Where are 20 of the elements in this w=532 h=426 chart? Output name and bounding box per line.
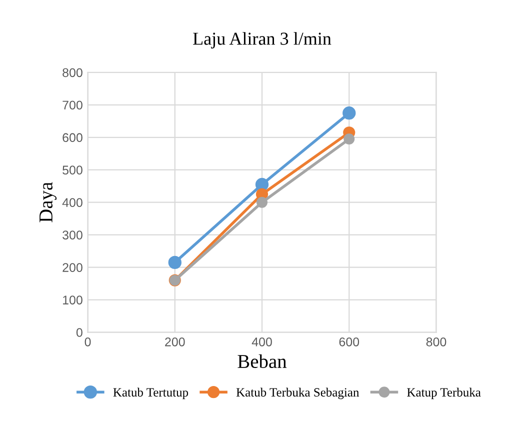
y-tick-label: 200 — [62, 263, 82, 272]
x-axis-title: Beban — [238, 354, 287, 368]
y-tick-label: 100 — [63, 296, 82, 304]
x-tick-label: 600 — [339, 337, 360, 346]
y-tick-label: 400 — [62, 198, 82, 207]
legend-label: Katup Terbuka — [407, 388, 481, 400]
x-tick-label: 800 — [426, 337, 446, 346]
y-axis-title: Daya — [40, 182, 57, 222]
y-tick-label: 700 — [62, 100, 82, 110]
x-tick-label: 0 — [84, 337, 91, 346]
chart-title: Laju Aliran 3 l/min — [193, 32, 332, 48]
legend-label: Katub Tertutup — [113, 388, 188, 400]
y-tick-label: 300 — [62, 230, 82, 240]
y-tick-label: 600 — [62, 133, 82, 142]
legend-label: Katub Terbuka Sebagian — [236, 388, 360, 400]
y-tick-label: 800 — [62, 68, 82, 78]
y-tick-label: 500 — [62, 166, 82, 175]
x-tick-label: 400 — [252, 337, 272, 346]
y-tick-label: 0 — [76, 328, 82, 337]
x-tick-label: 200 — [165, 337, 185, 346]
